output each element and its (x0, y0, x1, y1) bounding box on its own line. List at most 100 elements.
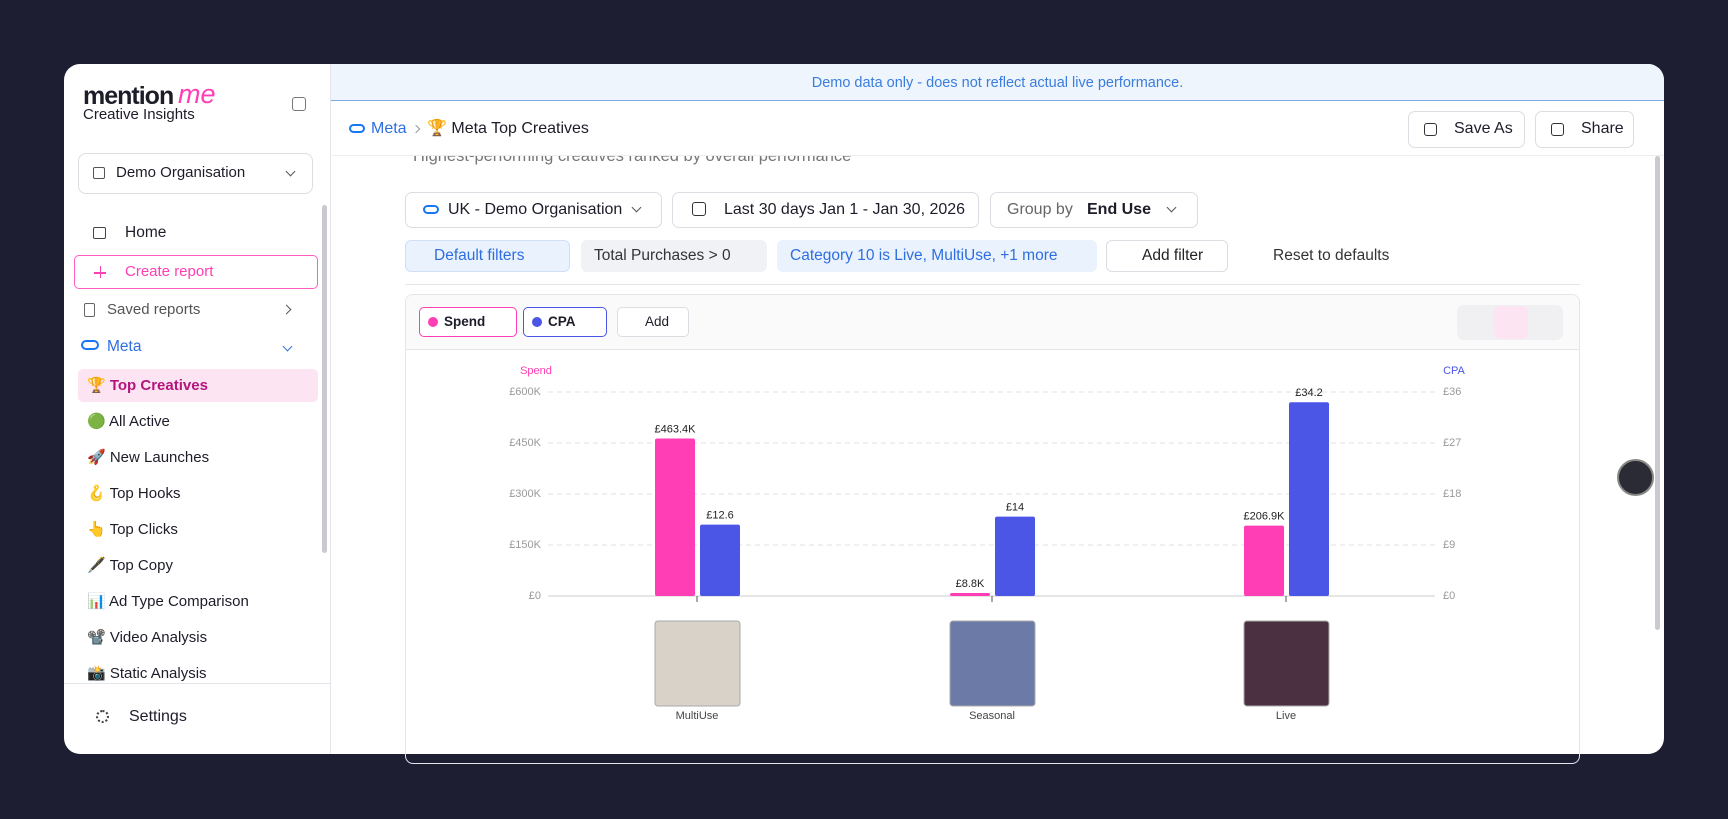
bar (655, 438, 695, 596)
breadcrumb: 🏆 Meta Top Creatives (427, 120, 589, 137)
nav-item[interactable]: Home (125, 224, 167, 241)
divider (64, 683, 331, 684)
button-label[interactable]: Save As (1454, 120, 1513, 137)
brand: mention (83, 82, 174, 110)
dropdown-label[interactable]: End Use (1087, 201, 1152, 218)
value-label: £12.6 (706, 510, 734, 522)
nav-item[interactable]: Meta (107, 338, 142, 355)
axis-title: Spend (520, 365, 552, 377)
nav-item[interactable]: 🖋️ Top Copy (87, 557, 173, 574)
button[interactable] (1408, 111, 1525, 148)
plus (99, 266, 101, 278)
metric-label[interactable]: CPA (548, 314, 576, 329)
dropdown[interactable] (990, 192, 1198, 228)
button-icon (1424, 123, 1437, 136)
meta-icon (81, 340, 99, 350)
create-report-box[interactable] (74, 255, 318, 289)
filter-label[interactable]: Default filters (434, 247, 525, 264)
collapse-icon[interactable] (292, 97, 306, 111)
creative-thumbnail (949, 620, 1036, 707)
legend-dot (532, 317, 542, 327)
home-icon (93, 227, 106, 239)
dropdown-label[interactable]: UK - Demo Organisation (448, 201, 623, 218)
chart-card (405, 294, 1580, 764)
app-window: Demo data only - does not reflect actual… (64, 64, 1664, 754)
cal-icon (692, 202, 706, 216)
y2-tick-label: £36 (1443, 386, 1461, 398)
filter-label[interactable]: Add filter (1142, 247, 1204, 264)
view-active[interactable] (1494, 306, 1528, 339)
legend-dot (428, 317, 438, 327)
filter-label[interactable]: Reset to defaults (1273, 247, 1390, 264)
y2-tick-label: £18 (1443, 488, 1461, 500)
y-tick-label: £450K (509, 437, 541, 449)
nav-item[interactable]: Saved reports (107, 301, 201, 318)
org-icon (93, 167, 105, 179)
metric-chip[interactable] (617, 307, 689, 337)
brand-sub: Creative Insights (83, 106, 195, 123)
y-tick-label: £0 (529, 590, 541, 602)
dropdown-label: Group by (1007, 201, 1073, 218)
y-tick-label: £300K (509, 488, 541, 500)
bar (950, 593, 990, 596)
meta-icon (349, 124, 365, 133)
axis-title: CPA (1443, 365, 1465, 377)
button-label[interactable]: Share (1581, 120, 1624, 137)
value-label: £8.8K (956, 578, 985, 590)
dropdown[interactable] (672, 192, 979, 228)
nav-item[interactable]: 🚀 New Launches (87, 449, 210, 466)
bar (1289, 402, 1329, 596)
x-tick-label: MultiUse (676, 710, 719, 722)
doc-icon (84, 303, 95, 317)
org-name: Demo Organisation (116, 164, 246, 181)
nav-item[interactable]: 📸 Static Analysis (87, 665, 207, 682)
x-tick-label: Live (1276, 710, 1296, 722)
nav-item[interactable]: 📽️ Video Analysis (87, 629, 208, 646)
value-label: £14 (1006, 502, 1024, 514)
filter-chip[interactable] (581, 240, 767, 272)
sidebar (64, 64, 331, 754)
nav-item[interactable]: 📊 Ad Type Comparison (87, 593, 249, 610)
value-label: £34.2 (1295, 387, 1323, 399)
bar (700, 524, 740, 596)
filter-chip[interactable] (777, 240, 1097, 272)
filter-label[interactable]: Category 10 is Live, MultiUse, +1 more (790, 247, 1058, 264)
creative-thumbnail (654, 620, 741, 707)
y-tick-label: £600K (509, 386, 541, 398)
nav-item[interactable]: 👆 Top Clicks (87, 521, 178, 538)
value-label: £206.9K (1244, 511, 1286, 523)
button-icon (1551, 123, 1564, 136)
metric-label[interactable]: Spend (444, 314, 486, 329)
float-button[interactable] (1617, 459, 1654, 496)
metric-label[interactable]: Add (645, 314, 670, 329)
y2-tick-label: £9 (1443, 539, 1455, 551)
filter-chip[interactable] (1106, 240, 1228, 272)
y2-tick-label: £27 (1443, 437, 1461, 449)
bar (995, 516, 1035, 596)
x-tick-label: Seasonal (969, 710, 1015, 722)
bar (1244, 525, 1284, 596)
banner-text: Demo data only - does not reflect actual… (811, 75, 1184, 91)
y-tick-label: £150K (509, 539, 541, 551)
nav-item[interactable]: 🏆 Top Creatives (87, 377, 208, 394)
breadcrumb[interactable]: Meta (371, 120, 407, 137)
nav-item[interactable]: 🪝 Top Hooks (87, 485, 181, 502)
nav-item[interactable]: Settings (129, 708, 187, 725)
creative-thumbnail (1243, 620, 1330, 707)
dropdown-label[interactable]: Last 30 days Jan 1 - Jan 30, 2026 (724, 201, 966, 218)
nav-item[interactable]: Create report (125, 263, 214, 280)
banner (331, 64, 1664, 101)
active-bg (78, 369, 318, 402)
nav-item[interactable]: 🟢 All Active (87, 413, 170, 430)
org-select[interactable] (78, 153, 313, 194)
filter-chip[interactable] (405, 240, 570, 272)
scrollbar (322, 205, 327, 553)
meta-icon (423, 205, 439, 214)
scrollbar (1655, 156, 1660, 630)
filter-label[interactable]: Total Purchases > 0 (594, 247, 731, 264)
dropdown[interactable] (405, 192, 662, 228)
y2-tick-label: £0 (1443, 590, 1455, 602)
divider (405, 284, 1580, 285)
